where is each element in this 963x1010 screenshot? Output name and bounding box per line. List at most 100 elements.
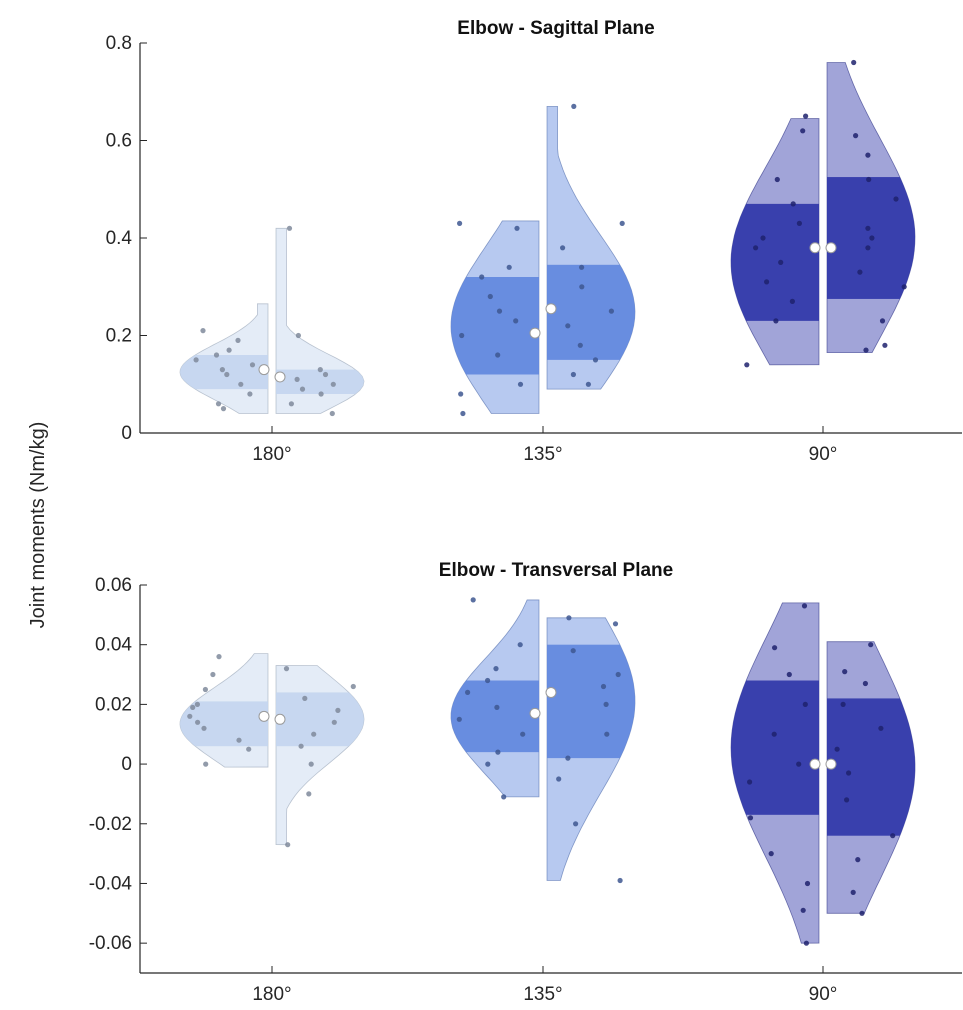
x-tick-label: 180° [252, 984, 291, 1005]
violin-group-3 [730, 59, 916, 368]
median-marker-left [258, 364, 270, 376]
data-point [193, 357, 199, 363]
data-point [865, 245, 871, 251]
data-point [459, 332, 465, 339]
data-point [565, 755, 571, 761]
data-point [465, 689, 471, 696]
data-point [294, 376, 300, 382]
x-tick-label: 90° [809, 444, 838, 465]
data-point [215, 401, 222, 407]
data-point [556, 776, 562, 782]
data-point [744, 362, 750, 368]
data-point [863, 347, 869, 353]
data-point [851, 59, 857, 66]
data-point [796, 220, 803, 226]
data-point [804, 880, 811, 887]
data-point [577, 342, 583, 348]
data-point [494, 704, 500, 711]
y-tick-label: 0 [121, 423, 132, 444]
iqr-band-left [451, 277, 539, 375]
data-point [844, 797, 850, 803]
data-point [470, 597, 476, 603]
shared-y-axis-label: Joint moments (Nm/kg) [27, 422, 49, 629]
data-point [566, 615, 572, 621]
median-marker-right [545, 303, 557, 315]
data-point [200, 328, 206, 334]
data-point [458, 391, 464, 397]
data-point [803, 940, 810, 946]
y-tick-label: 0.02 [95, 694, 132, 715]
data-point [570, 371, 577, 378]
chart-title: Elbow - Transversal Plane [439, 560, 673, 581]
data-point [224, 371, 230, 378]
chart-title: Elbow - Sagittal Plane [457, 18, 654, 39]
data-point [201, 725, 207, 731]
data-point [283, 666, 290, 672]
y-tick-label: -0.02 [89, 814, 132, 835]
data-point [220, 406, 227, 412]
data-point [318, 391, 324, 397]
data-point [878, 725, 884, 731]
data-point [286, 225, 293, 231]
data-point [747, 779, 753, 785]
data-point [604, 731, 610, 737]
x-tick-label: 180° [252, 444, 291, 465]
iqr-band-right [276, 692, 364, 747]
data-point [801, 603, 808, 609]
data-point [772, 645, 778, 651]
violin-group-1 [179, 225, 365, 417]
y-tick-label: 0.2 [106, 326, 132, 347]
median-marker-right [825, 758, 837, 770]
y-tick-label: 0 [121, 754, 132, 775]
data-point [764, 279, 770, 285]
panel-2: -0.06 -0.04 -0.02 0 0.02 0.04 0.06 180° 135° 90° E… [89, 560, 962, 1005]
data-point [187, 713, 193, 719]
data-point [295, 332, 301, 339]
data-point [247, 391, 253, 397]
data-point [774, 176, 780, 183]
data-point [485, 677, 491, 684]
x-tick-label: 90° [809, 984, 838, 1005]
data-point [487, 293, 493, 300]
data-point [485, 761, 491, 767]
median-marker-right [545, 686, 557, 698]
data-point [600, 683, 607, 690]
data-point [753, 245, 759, 251]
data-point [457, 220, 463, 226]
data-point [330, 381, 336, 387]
data-point [882, 342, 888, 348]
panel-1: 0 0.2 0.4 0.6 0.8 180° 135° 90° Elbow - Sagittal… [106, 18, 962, 465]
data-point [879, 318, 886, 324]
y-tick-label: -0.04 [89, 873, 133, 894]
data-point [335, 707, 341, 714]
data-point [802, 701, 808, 708]
data-point [302, 695, 308, 702]
iqr-band-right [827, 698, 915, 836]
data-point [560, 245, 566, 251]
data-point [350, 683, 356, 690]
x-tick-label: 135° [523, 984, 562, 1005]
data-point [306, 791, 312, 797]
data-point [862, 680, 869, 687]
data-point [760, 235, 766, 241]
data-point [803, 113, 809, 119]
data-point [796, 761, 802, 767]
data-point [288, 401, 294, 407]
y-tick-label: 0.04 [95, 635, 132, 656]
y-tick-label: 0.6 [106, 131, 132, 152]
data-point [778, 259, 784, 265]
y-tick-label: 0.06 [95, 575, 132, 596]
data-point [612, 621, 619, 627]
data-point [800, 907, 806, 913]
data-point [786, 671, 792, 678]
data-point [210, 671, 216, 678]
iqr-band-right [276, 369, 364, 394]
data-point [865, 152, 871, 158]
data-point [329, 410, 335, 417]
data-point [579, 284, 585, 290]
iqr-band-left [180, 355, 268, 390]
data-point [773, 318, 779, 324]
data-point [865, 225, 871, 231]
data-point [190, 704, 196, 711]
